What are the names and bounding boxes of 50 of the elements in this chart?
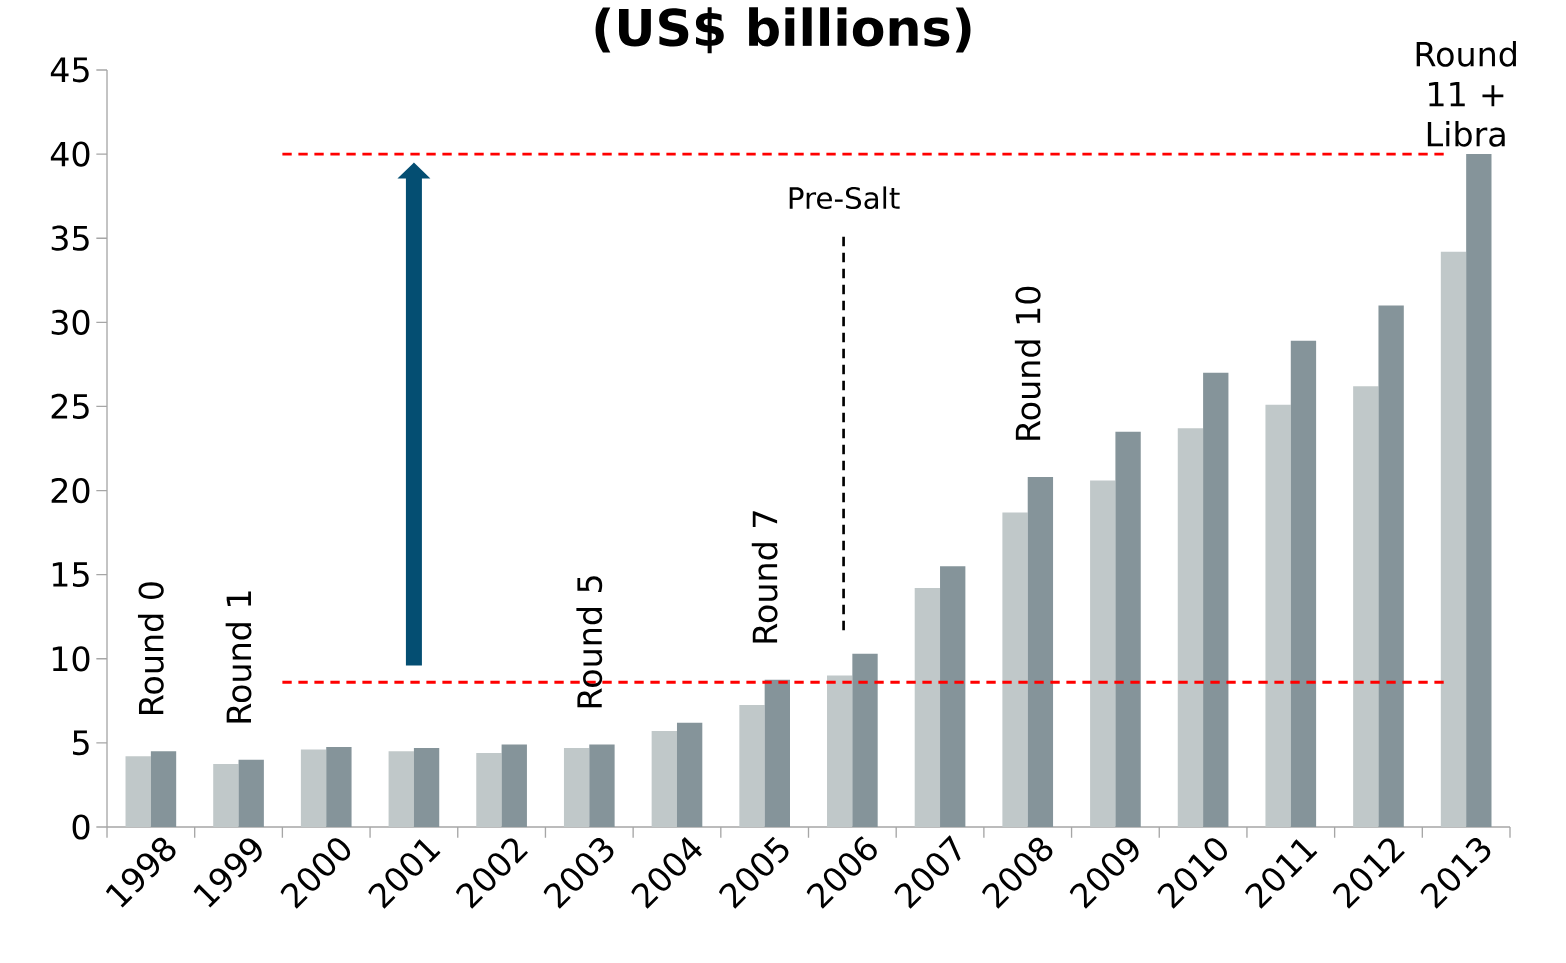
bar bbox=[1177, 428, 1204, 827]
bar bbox=[1027, 477, 1054, 827]
y-tick-label: 5 bbox=[73, 730, 89, 756]
y-tick-label: 30 bbox=[51, 309, 90, 335]
bar bbox=[852, 653, 878, 827]
bar bbox=[589, 744, 615, 827]
y-tick-label: 15 bbox=[52, 562, 89, 588]
bar bbox=[1353, 386, 1379, 827]
y-tick-label: 45 bbox=[50, 57, 89, 83]
bar bbox=[388, 751, 414, 827]
ref-line-label: Pre-Salt bbox=[789, 186, 900, 210]
bar bbox=[1203, 372, 1229, 827]
bar bbox=[764, 679, 790, 827]
y-tick-label: 20 bbox=[51, 477, 90, 504]
chart-title: (US$ billions) bbox=[595, 7, 971, 54]
bar bbox=[125, 756, 151, 827]
bar bbox=[213, 763, 239, 827]
bar bbox=[326, 747, 352, 827]
annotation: Round 5 bbox=[576, 576, 603, 708]
annotation: Round 11 + Libra bbox=[1416, 40, 1516, 147]
annotation: Round 7 bbox=[751, 511, 778, 643]
bar bbox=[1290, 340, 1317, 827]
bar bbox=[827, 675, 853, 827]
bar bbox=[1265, 404, 1291, 827]
bar bbox=[940, 566, 966, 827]
annotation: Round 10 bbox=[1014, 286, 1041, 440]
bar bbox=[501, 744, 527, 827]
bar bbox=[413, 747, 440, 827]
bar bbox=[914, 588, 941, 827]
bar bbox=[300, 749, 327, 827]
bar bbox=[1002, 512, 1028, 827]
bar bbox=[739, 705, 765, 827]
bar bbox=[651, 731, 677, 827]
y-tick-label: 10 bbox=[52, 646, 90, 672]
annotation: Round 0 bbox=[137, 582, 164, 714]
bar bbox=[563, 747, 590, 827]
bar bbox=[1090, 480, 1116, 827]
bar bbox=[150, 751, 177, 827]
y-tick-label: 40 bbox=[50, 141, 90, 167]
y-tick-label: 0 bbox=[72, 814, 90, 840]
bar bbox=[1115, 431, 1141, 827]
y-tick-label: 25 bbox=[51, 393, 89, 420]
bar bbox=[1466, 154, 1492, 827]
bar bbox=[476, 752, 502, 827]
bar bbox=[676, 722, 703, 827]
bar bbox=[1440, 251, 1467, 827]
y-tick-label: 35 bbox=[51, 225, 89, 251]
bar bbox=[1378, 305, 1404, 827]
bar bbox=[238, 759, 264, 827]
annotation: Round 1 bbox=[225, 591, 252, 723]
